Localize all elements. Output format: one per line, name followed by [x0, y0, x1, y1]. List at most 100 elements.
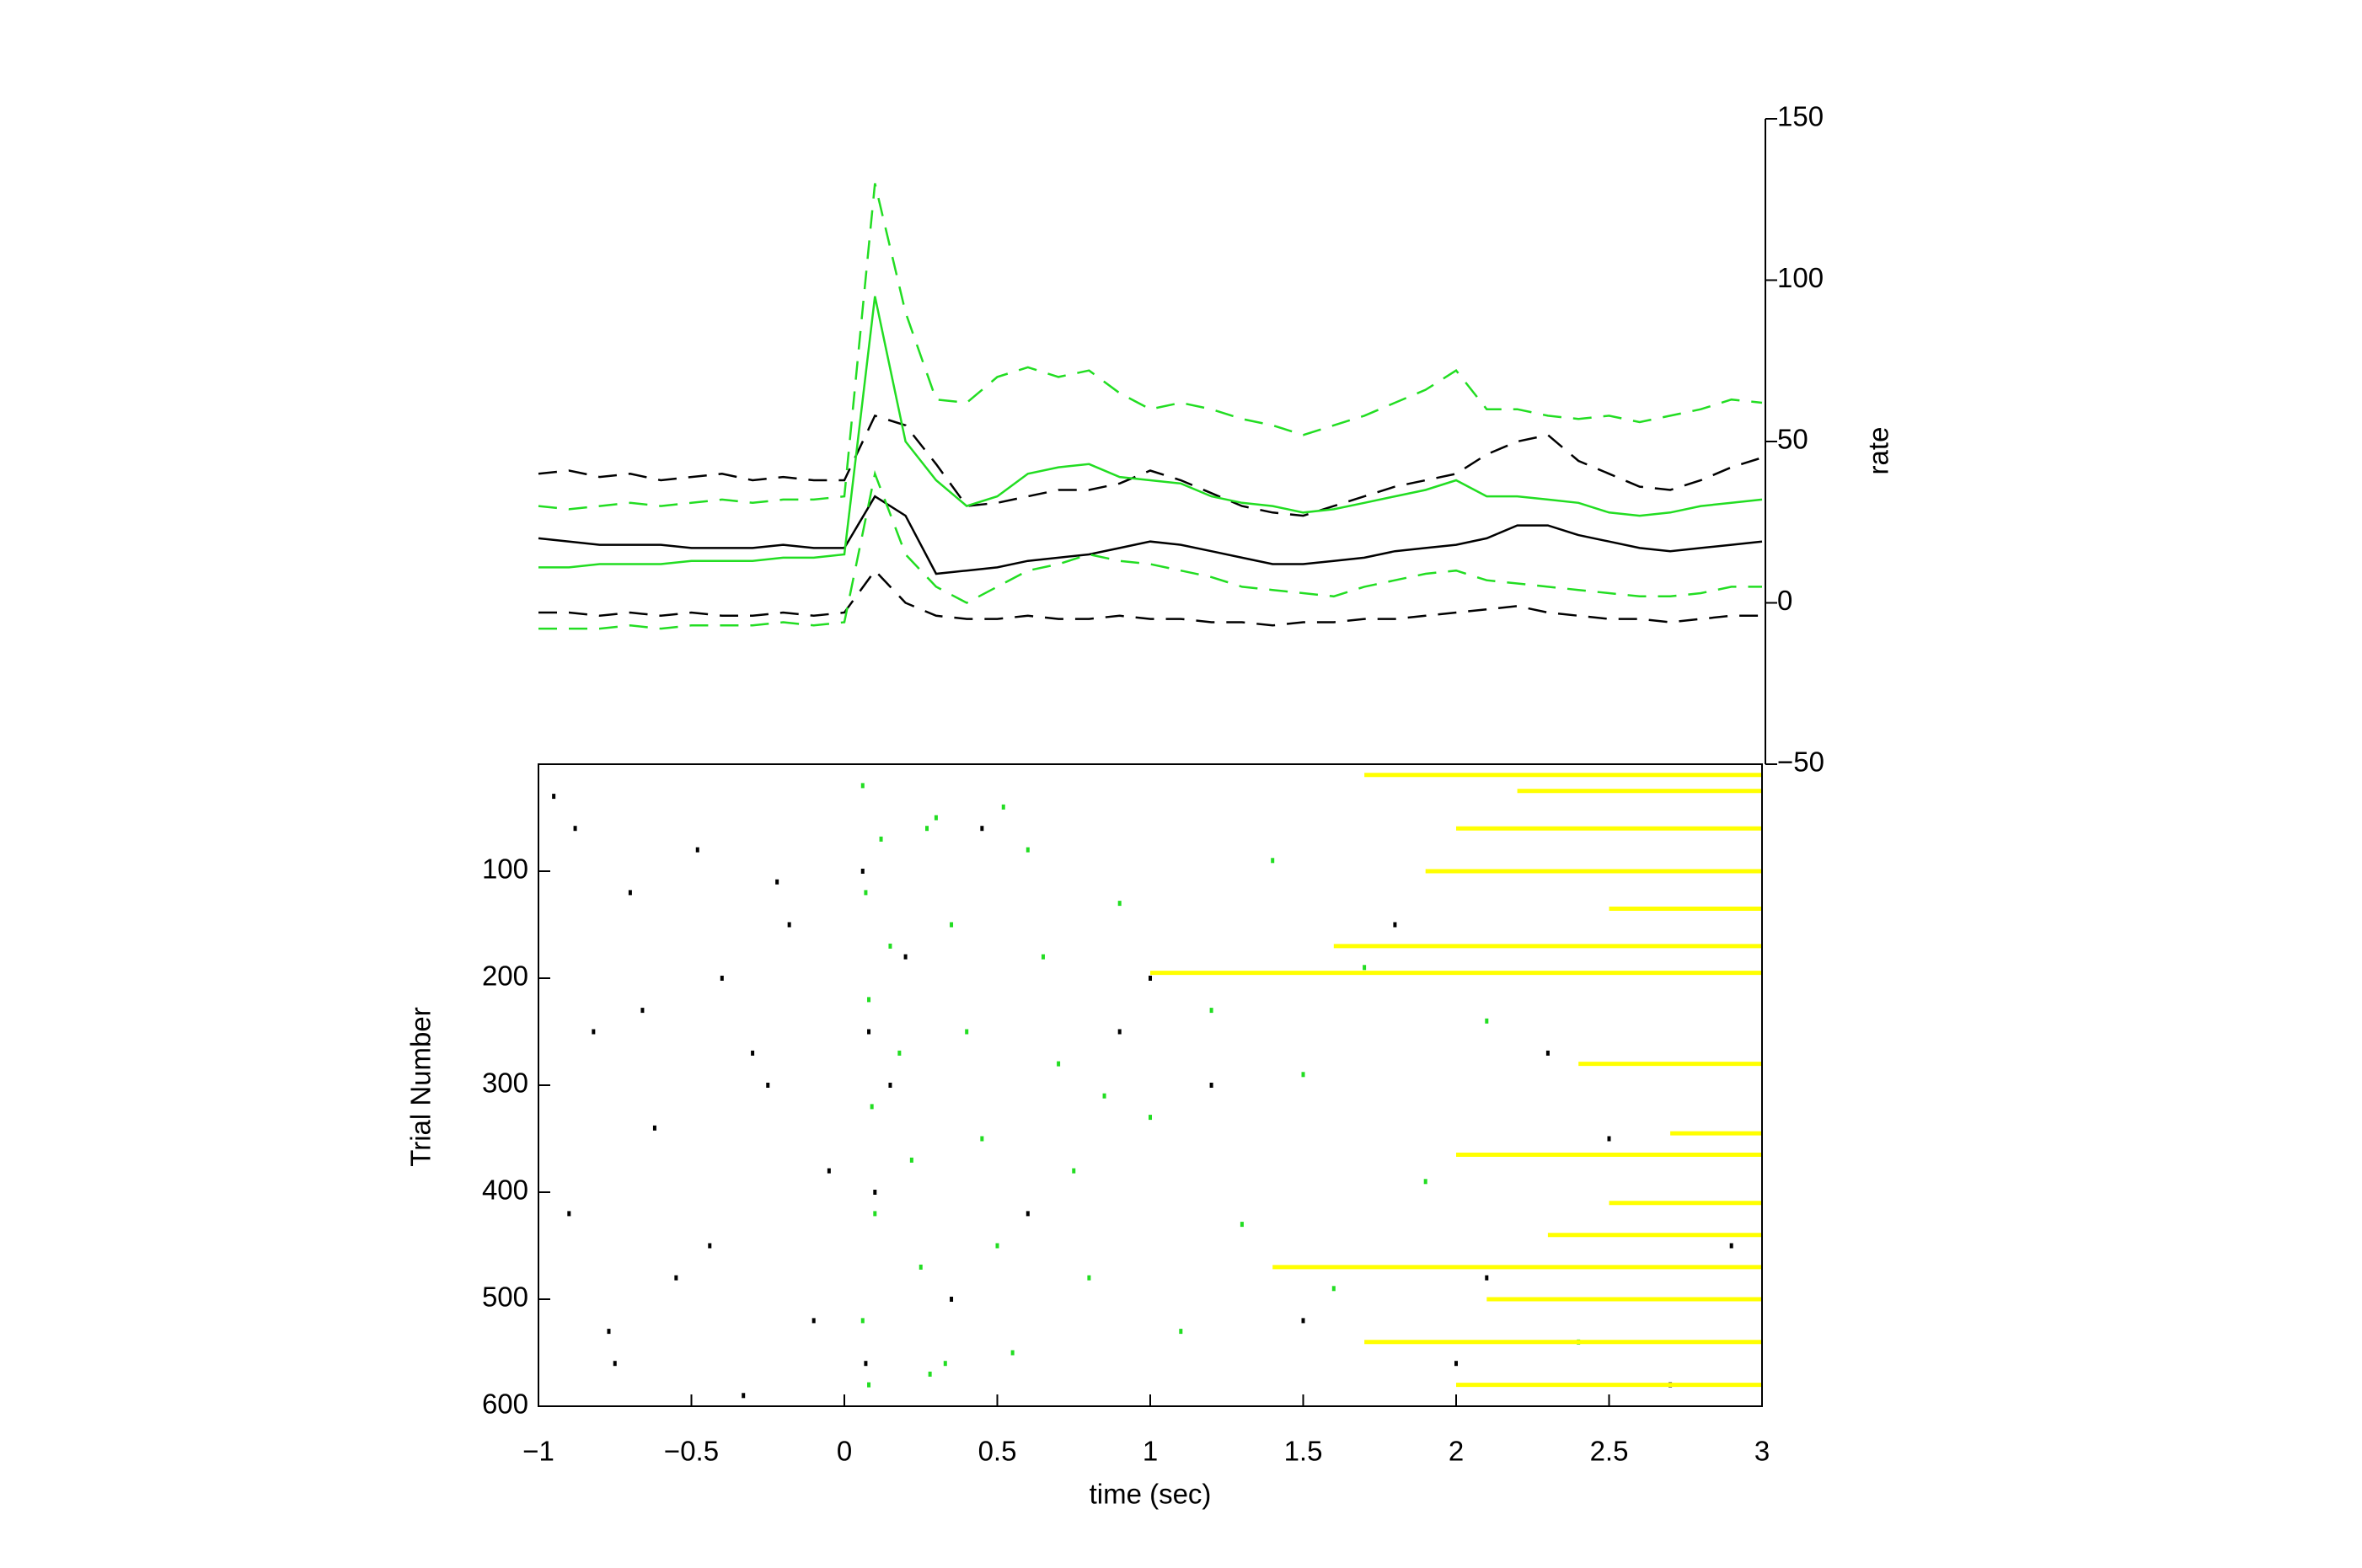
spike: [1102, 1093, 1106, 1099]
y-tick-label: 100: [482, 854, 528, 885]
spike: [787, 922, 791, 928]
y-tick-label: 200: [482, 961, 528, 992]
rate-line: [538, 469, 1762, 630]
spike: [1271, 858, 1275, 864]
spike: [928, 1371, 932, 1377]
rate-line: [538, 569, 1762, 627]
spike: [695, 847, 699, 853]
y-tick-label: 300: [482, 1068, 528, 1099]
spike: [879, 836, 883, 842]
spike: [775, 879, 779, 885]
rate-line: [538, 414, 1763, 517]
spike: [607, 1329, 611, 1335]
spike: [873, 1211, 877, 1217]
x-tick-label: 3: [1754, 1436, 1770, 1467]
spike: [652, 1125, 656, 1131]
y-tick-label: 100: [1777, 262, 1824, 293]
spike: [1179, 1329, 1183, 1335]
spike: [888, 1083, 892, 1088]
spike: [1041, 954, 1045, 960]
spike: [1149, 976, 1152, 981]
spike: [1485, 1275, 1489, 1281]
y-tick-label: 500: [482, 1282, 528, 1313]
spike: [925, 826, 929, 832]
spike: [1301, 1318, 1305, 1324]
spike: [1057, 1061, 1061, 1067]
x-tick-label: 0.5: [978, 1436, 1017, 1467]
spike: [742, 1393, 746, 1399]
spike: [909, 1157, 913, 1163]
spike: [640, 1008, 645, 1014]
spike: [867, 997, 871, 1003]
spike: [1485, 1018, 1489, 1024]
spike: [1454, 1361, 1458, 1367]
spike: [708, 1243, 712, 1249]
y-tick-label: 150: [1777, 101, 1824, 132]
spike: [1001, 804, 1005, 810]
spike: [1117, 1029, 1122, 1035]
spike: [888, 943, 892, 949]
spike: [867, 1029, 871, 1035]
spike: [1209, 1083, 1213, 1088]
spike: [965, 1029, 969, 1035]
spike: [1363, 965, 1367, 971]
spike: [903, 954, 908, 960]
x-tick-label: −0.5: [664, 1436, 719, 1467]
spike: [873, 1190, 877, 1195]
spike: [1331, 1286, 1336, 1292]
spike: [1545, 1050, 1550, 1056]
x-tick-label: 0: [837, 1436, 852, 1467]
spike: [1026, 847, 1030, 853]
spike: [1087, 1275, 1091, 1281]
spike: [1301, 1072, 1305, 1078]
spike: [980, 826, 984, 832]
spike: [860, 1318, 865, 1324]
spike: [1072, 1168, 1076, 1174]
x-axis-label: time (sec): [1090, 1479, 1212, 1510]
spike: [860, 783, 865, 789]
spike: [950, 1297, 954, 1302]
spike: [870, 1104, 874, 1110]
spike: [674, 1275, 678, 1281]
y-tick-label: 50: [1777, 424, 1808, 455]
y-tick-label: 400: [482, 1175, 528, 1206]
spike: [1423, 1179, 1427, 1185]
x-tick-label: 1.5: [1284, 1436, 1323, 1467]
spike: [897, 1050, 902, 1056]
y-axis-label: rate: [1863, 427, 1894, 475]
spike: [751, 1050, 755, 1056]
spike: [592, 1029, 596, 1035]
spike: [1209, 1008, 1213, 1014]
spike: [1607, 1136, 1611, 1142]
spike: [950, 922, 954, 928]
spike: [1729, 1243, 1733, 1249]
spike: [867, 1382, 871, 1388]
y-tick-label: 600: [482, 1389, 528, 1420]
x-tick-label: 1: [1143, 1436, 1158, 1467]
spike: [552, 794, 556, 800]
rate-line: [538, 183, 1763, 511]
spike: [573, 826, 577, 832]
rate-line: [538, 495, 1763, 575]
spike: [943, 1361, 947, 1367]
spike: [1240, 1222, 1244, 1228]
spike: [864, 1361, 868, 1367]
spike: [1026, 1211, 1030, 1217]
x-tick-label: −1: [522, 1436, 554, 1467]
spike: [860, 869, 865, 874]
spike: [567, 1211, 571, 1217]
spike: [811, 1318, 816, 1324]
y-tick-label: −50: [1777, 747, 1824, 778]
spike: [720, 976, 724, 981]
spike: [1149, 1115, 1152, 1121]
spike: [995, 1243, 999, 1249]
spike: [1117, 901, 1122, 907]
spike: [1393, 922, 1397, 928]
spike: [864, 890, 868, 896]
spike: [766, 1083, 770, 1088]
x-tick-label: 2: [1449, 1436, 1464, 1467]
spike: [628, 890, 632, 896]
spike: [934, 815, 938, 821]
spike: [1010, 1350, 1015, 1356]
